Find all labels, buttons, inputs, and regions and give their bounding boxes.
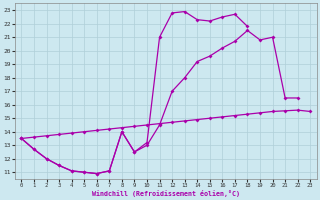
X-axis label: Windchill (Refroidissement éolien,°C): Windchill (Refroidissement éolien,°C) [92,190,240,197]
